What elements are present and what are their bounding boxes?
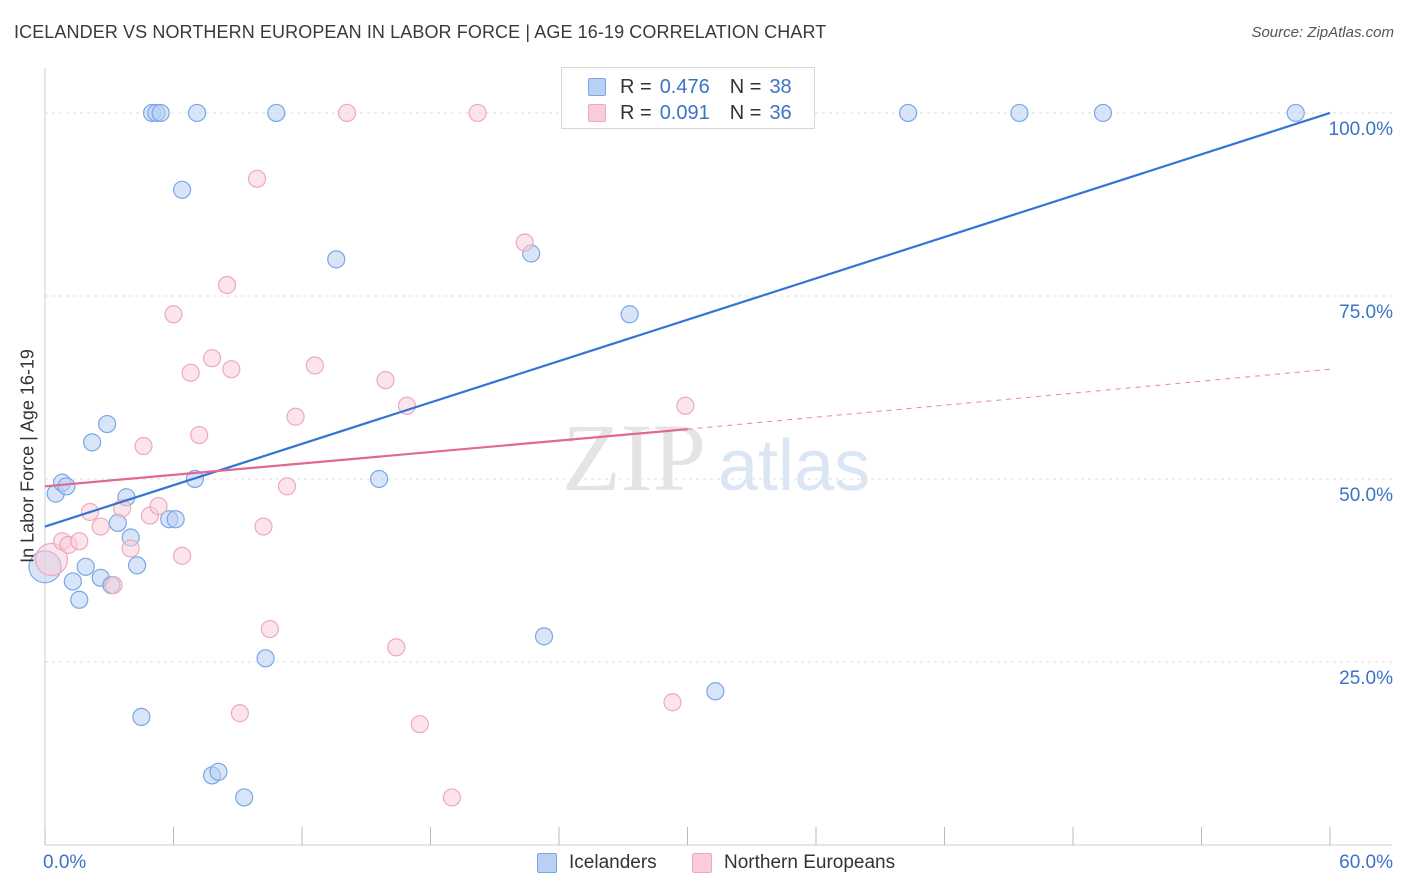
northern-european-point xyxy=(442,788,462,807)
northern-european-point xyxy=(164,305,183,324)
legend-swatch-icelanders xyxy=(588,78,606,96)
y-tick-label-75: 75.0% xyxy=(1339,301,1393,323)
northern-european-point xyxy=(34,542,69,577)
icelander-point xyxy=(166,510,185,529)
northern-european-point xyxy=(376,371,395,390)
icelander-point xyxy=(620,305,639,324)
watermark-zip: ZIP xyxy=(562,404,706,511)
axes xyxy=(44,68,1392,846)
northern-european-point xyxy=(172,546,192,565)
icelander-point xyxy=(1093,103,1113,123)
legend-n-value: 38 xyxy=(769,75,792,98)
icelander-point xyxy=(98,414,117,434)
northern-european-point xyxy=(247,169,267,188)
watermark-atlas: atlas xyxy=(718,426,870,506)
icelander-point xyxy=(127,556,147,575)
legend-row-northern-europeans: R = 0.091 N = 36 xyxy=(588,100,792,126)
legend-n-label: N = xyxy=(729,75,762,98)
northern-european-point xyxy=(134,436,153,456)
icelander-point xyxy=(151,103,170,123)
northern-european-point xyxy=(260,619,279,639)
northern-european-point xyxy=(397,396,417,415)
icelander-point xyxy=(209,762,228,781)
icelander-point xyxy=(57,477,76,496)
correlation-legend: R = 0.476 N = 38 R = 0.091 N = 36 xyxy=(561,67,815,129)
northern-european-point xyxy=(337,103,357,123)
chart-title: ICELANDER VS NORTHERN EUROPEAN IN LABOR … xyxy=(14,22,827,42)
y-tick-label-100: 100.0% xyxy=(1328,118,1393,140)
icelander-point xyxy=(63,572,82,591)
legend-swatch-northern-europeans xyxy=(588,104,606,122)
northern-european-point xyxy=(515,233,534,252)
trend-lines xyxy=(44,111,1331,528)
northern-european-trend-line xyxy=(44,428,688,488)
bottom-legend-icelanders: Icelanders xyxy=(537,852,657,874)
legend-r-label: R = xyxy=(620,101,652,124)
northern-european-point xyxy=(121,539,140,558)
legend-r-value: 0.091 xyxy=(659,101,710,124)
icelander-point xyxy=(172,180,192,199)
bottom-legend-label-icelanders: Icelanders xyxy=(569,852,657,873)
icelander-point xyxy=(706,682,725,701)
bottom-legend-swatch-northern-europeans xyxy=(692,853,712,873)
legend-r-label: R = xyxy=(620,75,652,98)
northern-european-point xyxy=(104,576,123,595)
legend-n-value: 36 xyxy=(769,101,792,124)
northern-european-point xyxy=(91,517,110,536)
northern-european-point xyxy=(149,496,168,516)
northern-european-point xyxy=(181,363,200,382)
icelander-point xyxy=(235,788,254,807)
data-points xyxy=(28,103,1305,807)
grid-lines xyxy=(45,112,1392,663)
icelander-point xyxy=(83,433,102,452)
bottom-legend-northern-europeans: Northern Europeans xyxy=(692,852,895,874)
icelander-point xyxy=(76,557,95,576)
northern-european-point xyxy=(222,360,241,379)
northern-european-point xyxy=(202,349,222,368)
icelander-point xyxy=(70,590,89,609)
icelander-point xyxy=(267,103,286,123)
northern-european-point xyxy=(286,407,305,426)
icelander-point xyxy=(1010,103,1029,123)
legend-r-value: 0.476 xyxy=(659,75,710,98)
northern-european-point xyxy=(217,275,237,295)
northern-european-point xyxy=(70,532,89,551)
bottom-legend-label-northern-europeans: Northern Europeans xyxy=(724,852,896,873)
northern-european-point xyxy=(410,715,429,734)
icelander-point xyxy=(534,627,554,646)
icelander-point xyxy=(256,649,275,668)
x-tick-label-min: 0.0% xyxy=(43,852,87,873)
icelander-point xyxy=(132,707,151,726)
y-tick-label-50: 50.0% xyxy=(1339,484,1393,506)
icelander-trend-line xyxy=(44,111,1331,528)
northern-european-point xyxy=(190,425,209,445)
northern-european-point xyxy=(676,396,695,415)
legend-row-icelanders: R = 0.476 N = 38 xyxy=(588,74,792,100)
northern-european-trend-line-extension xyxy=(687,368,1331,430)
y-axis-title: In Labor Force | Age 16-19 xyxy=(17,349,38,563)
icelander-point xyxy=(327,250,346,269)
northern-european-point xyxy=(277,477,297,496)
y-tick-label-25: 25.0% xyxy=(1339,667,1393,689)
icelander-point xyxy=(370,469,389,489)
x-tick-label-max: 60.0% xyxy=(1339,852,1393,873)
northern-european-point xyxy=(230,704,249,723)
northern-european-point xyxy=(254,517,273,536)
icelander-point xyxy=(898,103,918,123)
icelander-point xyxy=(1286,103,1305,123)
legend-n-label: N = xyxy=(729,101,762,124)
icelander-point xyxy=(187,103,207,123)
northern-european-point xyxy=(468,103,487,123)
watermark: ZIP atlas xyxy=(562,404,870,511)
northern-european-point xyxy=(387,638,406,657)
chart-source: Source: ZipAtlas.com xyxy=(1251,24,1394,41)
northern-european-point xyxy=(663,693,682,712)
northern-european-point xyxy=(305,356,324,375)
bottom-legend-swatch-icelanders xyxy=(537,853,557,873)
